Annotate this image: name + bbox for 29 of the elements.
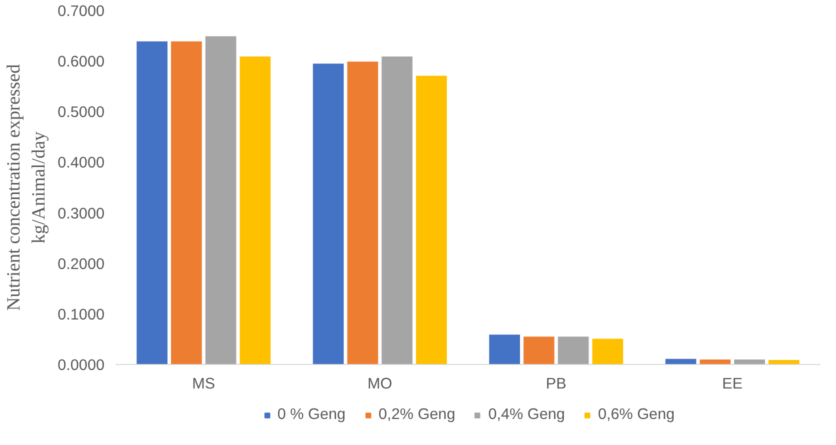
legend-label: 0 % Geng <box>277 406 346 424</box>
bar <box>136 41 168 364</box>
bar <box>592 338 624 364</box>
bar <box>382 56 412 364</box>
y-tick-label: 0.5000 <box>58 104 105 122</box>
legend-label: 0,4% Geng <box>488 406 565 424</box>
bar <box>524 336 554 364</box>
legend-label: 0,6% Geng <box>598 406 675 424</box>
bar <box>416 76 447 364</box>
bar <box>312 64 344 364</box>
x-tick-label: EE <box>722 376 743 392</box>
y-tick-label: 0.2000 <box>58 256 105 273</box>
y-tick-label: 0.4000 <box>58 154 105 172</box>
x-tick-label: PB <box>546 376 566 392</box>
bar <box>205 36 236 364</box>
y-tick-label: 0.3000 <box>58 205 105 222</box>
y-axis-title: Nutrient concentration expressed kg/Animal/day <box>3 64 50 311</box>
bar <box>171 41 202 364</box>
legend-label: 0,2% Geng <box>378 406 456 424</box>
y-tick-label: 0.1000 <box>58 306 105 324</box>
bar <box>489 334 520 364</box>
y-tick-label: 0.6000 <box>58 54 105 71</box>
bar <box>240 56 271 364</box>
x-tick-label: MO <box>368 376 392 392</box>
x-tick-label: MS <box>192 376 216 392</box>
bar <box>558 336 589 364</box>
y-tick-label: 0.0000 <box>58 357 105 374</box>
y-tick-label: 0.7000 <box>58 3 105 20</box>
bar <box>347 62 378 364</box>
